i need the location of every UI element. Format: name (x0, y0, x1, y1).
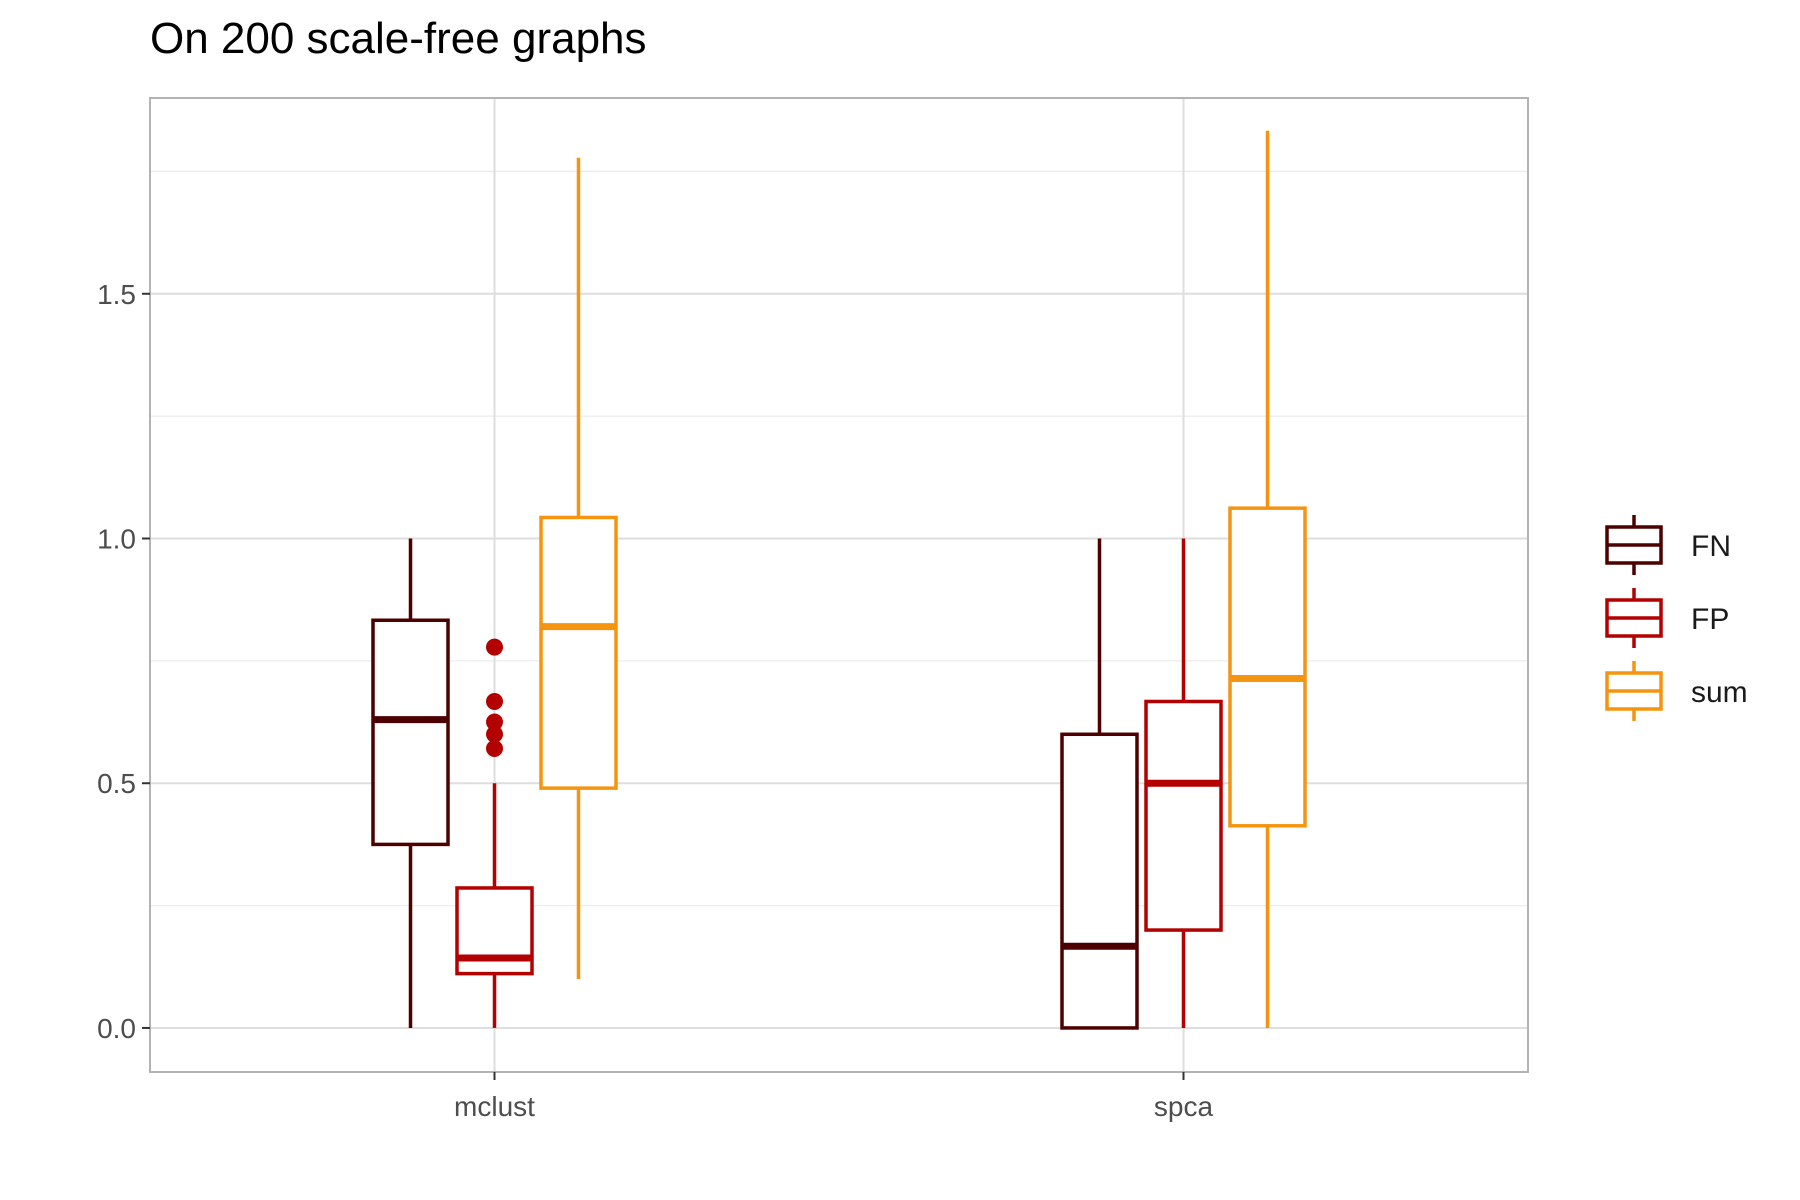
grid-lines (150, 98, 1528, 1072)
box-iqr (1228, 506, 1307, 828)
legend-label: FN (1691, 530, 1731, 563)
box-iqr (1060, 732, 1139, 1030)
outlier-point (486, 638, 503, 656)
box-iqr (371, 618, 450, 847)
legend-label: FP (1691, 603, 1729, 636)
outlier-point (486, 713, 503, 731)
legend-item-FN: FN (1605, 515, 1731, 575)
chart-title: On 200 scale-free graphs (150, 14, 647, 63)
outlier-point (486, 725, 503, 743)
box-sum-mclust (539, 157, 618, 980)
box-sum-spca (1228, 130, 1307, 1028)
outlier-point (486, 692, 503, 710)
axis-layer: 0.0 0.5 1.0 1.5 mclust spca (97, 279, 1213, 1122)
box-iqr (1144, 699, 1223, 932)
box-FN-mclust (371, 538, 450, 1028)
legend-item-sum: sum (1605, 661, 1748, 721)
y-tick-label: 1.5 (97, 279, 136, 310)
legend-item-FP: FP (1605, 588, 1729, 648)
box-FP-mclust (455, 638, 534, 1028)
legend-label: sum (1691, 676, 1748, 709)
plot-panel-border (149, 97, 1529, 1073)
y-tick-label: 1.0 (97, 524, 136, 555)
y-tick-label: 0.5 (97, 768, 136, 799)
x-tick-label: mclust (454, 1091, 535, 1122)
x-tick-label: spca (1154, 1091, 1214, 1122)
legend: FN FP sum (1605, 515, 1748, 721)
box-iqr (539, 515, 618, 790)
box-layer (371, 130, 1307, 1030)
y-tick-label: 0.0 (97, 1013, 136, 1044)
box-FP-spca (1144, 538, 1223, 1028)
outlier-point (486, 739, 503, 757)
box-FN-spca (1060, 538, 1139, 1030)
